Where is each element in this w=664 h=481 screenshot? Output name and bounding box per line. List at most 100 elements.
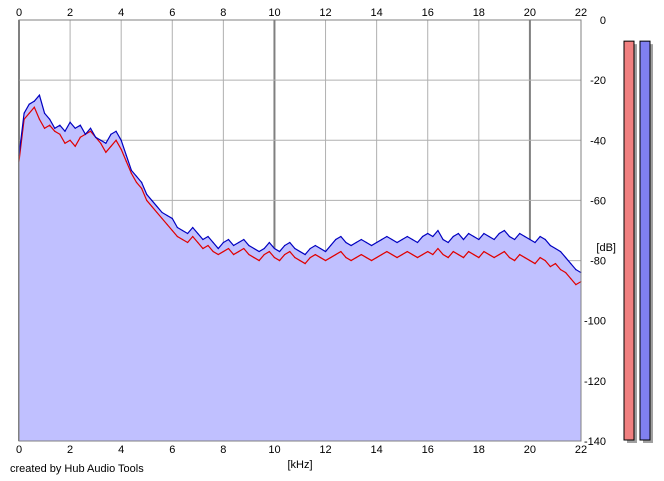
axes <box>18 19 582 442</box>
series-point <box>207 235 209 238</box>
series-point <box>498 232 500 235</box>
series-point <box>432 235 434 238</box>
series-point <box>452 235 454 238</box>
series-point <box>559 250 562 253</box>
series-point <box>350 244 352 247</box>
series-point <box>89 130 92 132</box>
series-point <box>100 139 102 141</box>
series-point <box>33 100 35 102</box>
series-point <box>360 238 362 241</box>
series-point <box>69 121 71 123</box>
series-point <box>406 250 408 253</box>
series-point <box>74 145 76 147</box>
series-point <box>391 253 393 256</box>
series-point <box>171 217 173 220</box>
series-point <box>151 205 153 208</box>
series-point <box>365 241 368 244</box>
series-point <box>406 235 408 238</box>
series-point <box>120 148 122 150</box>
series-point <box>554 262 557 265</box>
series-point <box>156 205 158 208</box>
series-point <box>161 211 163 214</box>
x-tick-label: 16 <box>422 7 434 19</box>
series-point <box>284 253 286 256</box>
series-point <box>43 127 46 129</box>
series-point <box>350 259 352 262</box>
series-point <box>386 250 388 253</box>
series-point <box>238 241 240 244</box>
series-point <box>69 139 71 141</box>
x-tick-label-bottom: 4 <box>118 444 124 456</box>
x-tick-label: 22 <box>575 7 587 19</box>
series-point <box>391 238 393 241</box>
series-point <box>324 259 327 262</box>
credit-text: created by Hub Audio Tools <box>10 463 144 475</box>
series-point <box>289 241 291 244</box>
series-point <box>89 127 92 129</box>
series-point <box>498 253 500 256</box>
series-point <box>381 238 383 241</box>
x-tick-label-bottom: 10 <box>268 444 280 456</box>
series-point <box>427 232 429 235</box>
series-point <box>386 235 388 238</box>
series-point <box>192 235 194 238</box>
series-point <box>529 259 531 262</box>
series-point <box>570 278 572 280</box>
series-point <box>156 211 158 214</box>
x-tick-label: 20 <box>524 7 536 19</box>
series-point <box>422 253 424 256</box>
series-point <box>457 253 459 256</box>
series-point <box>462 238 465 241</box>
series-point <box>135 175 138 177</box>
series-point <box>64 130 66 132</box>
series-point <box>416 241 419 244</box>
series-point <box>483 232 485 235</box>
y-tick-label: -20 <box>590 75 606 87</box>
series-point <box>462 256 465 259</box>
series-point <box>314 244 316 247</box>
series-point <box>442 238 444 241</box>
series-point <box>513 259 516 262</box>
tick-labels: 0 2 4 6 8 10 12 14 16 18 20 22 0 2 4 6 8 10 12 14 16 18 20 22 0 -… <box>16 7 616 471</box>
series-point <box>115 139 117 141</box>
series-point <box>232 244 235 247</box>
series-point <box>330 244 332 247</box>
series-point <box>141 187 143 189</box>
series-point <box>360 253 362 256</box>
series-point <box>207 244 209 247</box>
y-tick-label: -100 <box>584 316 606 328</box>
series-point <box>381 253 383 256</box>
x-tick-label-bottom: 2 <box>67 444 73 456</box>
series-point <box>161 217 163 220</box>
series-point <box>570 262 572 265</box>
series-point <box>519 232 521 235</box>
series-point <box>176 235 178 238</box>
series-point <box>565 272 567 274</box>
series-point <box>503 229 505 232</box>
series-point <box>519 253 521 256</box>
series-point <box>141 181 143 183</box>
series-point <box>324 250 327 253</box>
series-point <box>468 232 470 235</box>
series-point <box>355 256 357 259</box>
x-tick-label: 12 <box>319 7 331 19</box>
series-point <box>273 247 276 250</box>
series-point <box>115 130 117 132</box>
series-point <box>181 229 184 232</box>
series-point <box>401 253 403 256</box>
series-point <box>243 238 245 241</box>
series-point <box>54 127 56 129</box>
series-point <box>299 259 301 262</box>
series-point <box>125 154 127 156</box>
series-point <box>549 265 551 268</box>
series-point <box>411 253 413 256</box>
series-point <box>370 259 373 262</box>
y-axis-label: [dB] <box>596 242 616 254</box>
x-tick-label-bottom: 16 <box>422 444 434 456</box>
series-point <box>401 238 403 241</box>
series-point <box>335 253 337 256</box>
series-point <box>125 160 127 162</box>
series-point <box>187 232 189 235</box>
series-point <box>488 253 490 256</box>
